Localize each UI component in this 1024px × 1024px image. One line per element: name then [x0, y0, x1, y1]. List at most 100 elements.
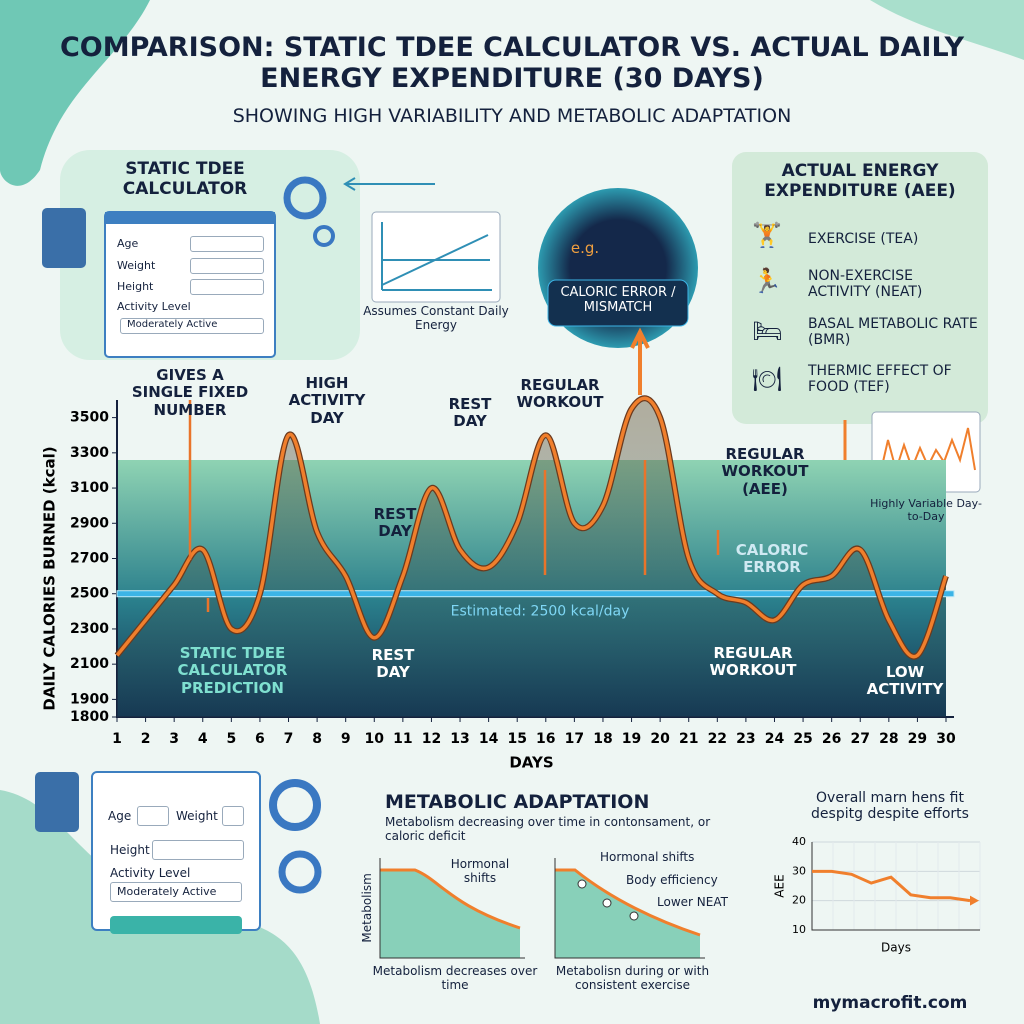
gear-icon: [269, 779, 321, 831]
calculator-icon: [35, 772, 79, 832]
select[interactable]: Moderately Active: [110, 882, 242, 902]
sketch: [381, 222, 492, 291]
select[interactable]: Moderately Active: [120, 318, 264, 334]
axis: [554, 858, 705, 959]
caption: Highly Variable Day-to-Day: [870, 497, 982, 523]
blob: [0, 0, 150, 186]
y-tick-label: 1800: [70, 709, 109, 725]
input[interactable]: [190, 236, 264, 252]
x-tick-label: 15: [507, 731, 526, 747]
y-tick-label: 10: [792, 923, 806, 936]
x-tick-label: 25: [793, 731, 812, 747]
arrow: [630, 327, 650, 395]
x-tick-label: 1: [112, 731, 122, 747]
field-label: Height: [110, 843, 150, 857]
x-tick-label: 20: [650, 731, 670, 747]
gauge-example: e.g.: [570, 239, 600, 257]
field-label: Activity Level: [110, 866, 191, 880]
reference-label: Estimated: 2500 kcal/day: [451, 604, 630, 620]
y-tick-label: 20: [792, 894, 806, 907]
y-tick-label: 2500: [70, 586, 109, 602]
annotation: REST DAY: [371, 646, 415, 682]
x-tick-label: 30: [936, 731, 956, 747]
input[interactable]: [190, 258, 264, 274]
y-tick-label: 3500: [70, 410, 109, 426]
annotation: REST DAY: [373, 505, 417, 541]
note: Hormonal shifts: [450, 857, 510, 885]
x-tick-label: 27: [850, 731, 869, 747]
annotation: REGULAR WORKOUT: [709, 644, 797, 680]
x-tick-label: 7: [284, 731, 294, 747]
gauge-label-box: [547, 279, 689, 327]
field-label: Height: [117, 280, 154, 293]
y-tick-label: 40: [792, 835, 806, 848]
panel: [732, 152, 988, 424]
icon: 🏃: [752, 267, 782, 295]
calculator-icon: [42, 208, 86, 268]
reference-line: [116, 590, 955, 598]
aee-item: BASAL METABOLIC RATE (BMR): [808, 316, 978, 349]
x-tick-label: 17: [565, 731, 584, 747]
y-tick-label: 2300: [70, 621, 109, 637]
caption: Metabolisn during or with consistent exe…: [555, 964, 710, 992]
x-tick-label: 11: [393, 731, 412, 747]
input[interactable]: [222, 806, 244, 826]
input[interactable]: [152, 840, 244, 860]
point: [577, 879, 587, 889]
note: Body efficiency: [626, 873, 718, 887]
aee-item: NON-EXERCISE ACTIVITY (NEAT): [808, 268, 923, 301]
title: COMPARISON: STATIC TDEE CALCULATOR VS. A…: [59, 32, 965, 95]
note: Hormonal shifts: [600, 850, 695, 864]
y-tick-label: 3300: [70, 445, 109, 461]
input[interactable]: [137, 806, 169, 826]
axis: [379, 858, 525, 959]
x-axis-label: DAYS: [509, 754, 553, 772]
x-axis-label: Days: [881, 941, 911, 955]
point: [629, 911, 639, 921]
x-tick-label: 4: [198, 731, 208, 747]
arrowhead: [970, 895, 979, 906]
x-tick-label: 22: [708, 731, 727, 747]
x-tick-label: 9: [341, 731, 351, 747]
y-tick-label: 2100: [70, 656, 109, 672]
field-label: Age: [117, 237, 139, 250]
x-tick-label: 23: [736, 731, 755, 747]
annotation: CALORIC ERROR: [735, 541, 809, 577]
section-title: METABOLIC ADAPTATION: [385, 791, 650, 813]
annotation: REST DAY: [448, 395, 492, 431]
line: [115, 396, 948, 659]
x-tick-label: 12: [422, 731, 441, 747]
area: [555, 870, 700, 958]
field-label: Activity Level: [117, 300, 191, 313]
x-tick-label: 19: [622, 731, 641, 747]
x-tick-label: 28: [879, 731, 898, 747]
annotation: STATIC TDEE CALCULATOR PREDICTION: [177, 644, 288, 697]
x-tick-label: 8: [312, 731, 322, 747]
x-tick-label: 3: [169, 731, 179, 747]
window-bar: [105, 212, 275, 224]
x-tick-label: 14: [479, 731, 499, 747]
x-tick-label: 24: [765, 731, 785, 747]
y-tick-label: 2900: [70, 515, 109, 531]
icon: 🍽: [752, 365, 783, 393]
gear-icon: [278, 850, 322, 894]
y-axis-label: AEE: [773, 874, 787, 897]
x-tick-label: 13: [450, 731, 469, 747]
input[interactable]: [190, 279, 264, 295]
area: [380, 870, 520, 958]
annotation: REGULAR WORKOUT: [516, 376, 604, 412]
chart-title: Overall marn hens fit despitg despite ef…: [811, 790, 969, 823]
caption: Metabolism decreases over time: [372, 964, 538, 992]
icon: 🏋: [752, 221, 782, 249]
x-tick-label: 21: [679, 731, 698, 747]
aee-item: THERMIC EFFECT OF FOOD (TEF): [808, 363, 952, 396]
arrow: [343, 177, 435, 191]
field-label: Weight: [117, 259, 156, 272]
x-tick-label: 5: [226, 731, 236, 747]
y-tick-label: 3100: [70, 480, 109, 496]
line: [812, 869, 971, 903]
field-label: Age: [108, 809, 132, 823]
field-label: Weight: [176, 809, 218, 823]
